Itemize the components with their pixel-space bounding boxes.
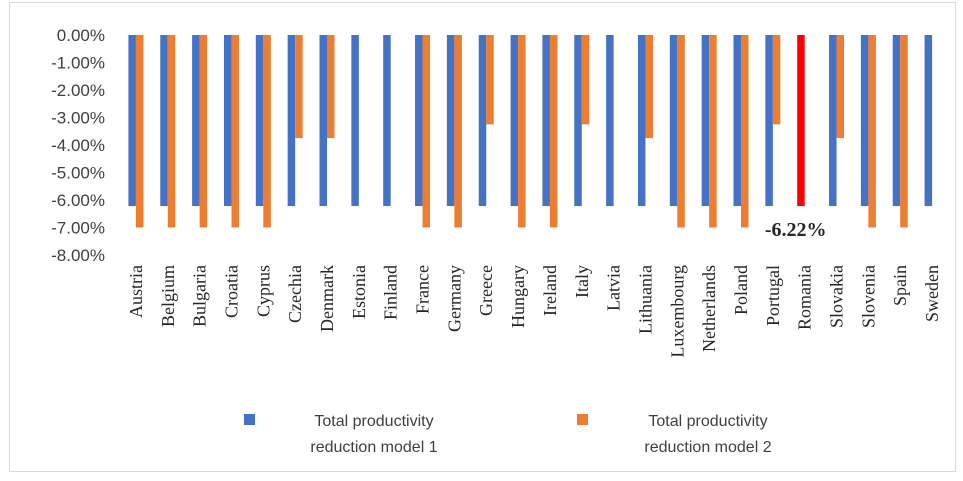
x-tick-label: Austria — [126, 265, 146, 318]
x-tick-label: Italy — [572, 265, 592, 298]
y-tick-label: -5.00% — [51, 164, 105, 183]
legend-marker — [577, 414, 588, 425]
bar-series-2 — [135, 35, 144, 228]
bar-series-1 — [192, 35, 200, 207]
bar-series-2 — [677, 35, 685, 228]
y-tick-label: -7.00% — [51, 219, 105, 238]
bar-series-2 — [741, 35, 749, 228]
x-tick-label: France — [413, 265, 433, 314]
x-tick-label: Latvia — [604, 265, 624, 311]
x-tick-label: Denmark — [317, 265, 337, 332]
y-tick-label: 0.00% — [57, 26, 105, 45]
bar-series-2 — [549, 35, 558, 228]
bar-chart: 0.00% -1.00% -2.00% -3.00% -4.00% -5.00% -6.00… — [51, 26, 942, 456]
legend: Total productivity reduction model 1 Total… — [244, 413, 772, 456]
bar-series-2 — [167, 35, 176, 228]
x-tick-label: Portugal — [763, 265, 783, 326]
bar-series-1 — [510, 35, 519, 207]
bar-series-2 — [645, 35, 653, 139]
x-tick-label: Bulgaria — [190, 265, 210, 327]
x-tick-label: Estonia — [349, 265, 369, 319]
bar-series-2 — [486, 35, 494, 125]
bar-series-1 — [637, 35, 646, 207]
bar-series-2 — [231, 35, 239, 228]
x-axis: Austria Belgium Bulgaria Croatia Cyprus Czech… — [126, 265, 942, 358]
bar-series-1 — [446, 35, 455, 207]
y-tick-label: -2.00% — [51, 81, 105, 100]
bar-series-2 — [454, 35, 462, 228]
bar-series-1 — [478, 35, 487, 207]
x-tick-label: Poland — [731, 265, 751, 315]
bar-series-1 — [606, 35, 614, 207]
data-labels: -6.22% — [765, 219, 827, 241]
x-tick-label: Belgium — [158, 265, 178, 327]
y-tick-label: -3.00% — [51, 109, 105, 128]
y-tick-label: -1.00% — [51, 54, 105, 73]
bar-series-1 — [574, 35, 582, 207]
y-axis: 0.00% -1.00% -2.00% -3.00% -4.00% -5.00% -6.00… — [51, 26, 105, 265]
x-tick-label: Ireland — [540, 265, 560, 316]
bar-series-1 — [860, 35, 869, 207]
y-tick-label: -4.00% — [51, 136, 105, 155]
x-tick-label: Romania — [795, 265, 815, 330]
bar-series-1 — [701, 35, 710, 207]
x-tick-label: Lithuania — [635, 265, 655, 334]
bar-series-1 — [829, 35, 837, 207]
x-tick-label: Croatia — [221, 265, 241, 318]
bar-series-1 — [351, 35, 359, 207]
legend-label: reduction model 1 — [310, 439, 437, 456]
bar-series-2 — [422, 35, 431, 228]
x-tick-label: Germany — [444, 265, 464, 332]
bar-series-1 — [765, 35, 773, 207]
bar-series-2 — [295, 35, 303, 139]
chart-frame: 0.00% -1.00% -2.00% -3.00% -4.00% -5.00% -6.00… — [9, 2, 956, 472]
bar-series-2 — [581, 35, 590, 125]
x-tick-label: Sweden — [922, 265, 942, 322]
y-tick-label: -8.00% — [51, 246, 105, 265]
bar-series-2 — [900, 35, 908, 228]
bar-series-1 — [415, 35, 423, 207]
bar-series-1 — [128, 35, 136, 207]
bar-series-2 — [199, 35, 208, 228]
bar-series-2 — [868, 35, 876, 228]
bar-series-2 — [327, 35, 335, 139]
data-label: -6.22% — [765, 219, 827, 241]
x-tick-label: Finland — [381, 265, 401, 320]
bar-series-1 — [542, 35, 550, 207]
x-tick-label: Hungary — [508, 265, 528, 328]
bar-series-2 — [836, 35, 845, 139]
x-tick-label: Luxembourg — [667, 265, 687, 358]
bar-series-2 — [709, 35, 717, 228]
x-tick-label: Cyprus — [253, 265, 273, 317]
x-tick-label: Netherlands — [699, 265, 719, 352]
bar-series-1 — [924, 35, 933, 207]
bar-series-1 — [287, 35, 296, 207]
bars — [128, 35, 933, 228]
bar-series-2 — [518, 35, 526, 228]
bar-series-1 — [892, 35, 901, 207]
bar-series-1 — [797, 35, 805, 207]
bar-series-1 — [669, 35, 678, 207]
x-tick-label: Greece — [476, 265, 496, 316]
x-tick-label: Slovakia — [827, 265, 847, 328]
legend-label: Total productivity — [648, 413, 767, 430]
bar-series-1 — [255, 35, 264, 207]
legend-label: reduction model 2 — [644, 439, 771, 456]
bar-series-1 — [223, 35, 232, 207]
bar-series-2 — [772, 35, 781, 125]
bar-series-1 — [160, 35, 168, 207]
x-tick-label: Spain — [890, 265, 910, 306]
bar-series-2 — [263, 35, 271, 228]
legend-marker — [244, 414, 255, 425]
bar-series-1 — [319, 35, 327, 207]
legend-label: Total productivity — [314, 413, 433, 430]
bar-series-1 — [383, 35, 391, 207]
bar-series-1 — [733, 35, 741, 207]
x-tick-label: Czechia — [285, 265, 305, 323]
x-tick-label: Slovenia — [858, 265, 878, 328]
y-tick-label: -6.00% — [51, 191, 105, 210]
